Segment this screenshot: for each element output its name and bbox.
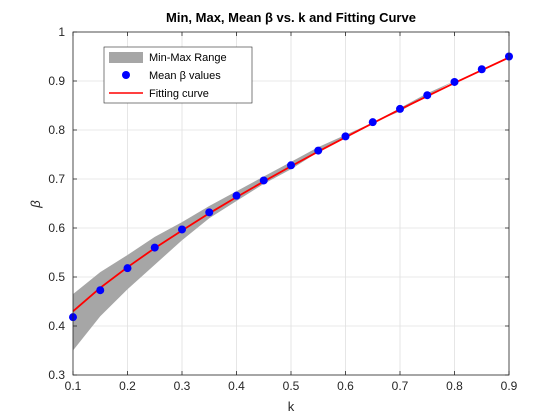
x-tick-label: 0.8	[446, 379, 463, 393]
y-tick-label: 0.5	[48, 270, 65, 284]
x-tick-label: 0.4	[228, 379, 245, 393]
y-tick-label: 1	[58, 25, 65, 39]
mean-beta-point	[450, 77, 459, 86]
mean-beta-point	[123, 264, 132, 273]
mean-beta-point	[96, 286, 105, 295]
y-axis-label: β	[28, 200, 43, 209]
legend-label-mean: Mean β values	[149, 70, 221, 82]
x-tick-label: 0.5	[283, 379, 300, 393]
x-tick-label: 0.7	[392, 379, 409, 393]
mean-beta-point	[259, 176, 268, 185]
legend-label-fit: Fitting curve	[149, 88, 209, 100]
mean-beta-point	[341, 132, 350, 141]
mean-beta-point	[368, 118, 377, 127]
mean-beta-point	[477, 65, 486, 74]
y-tick-label: 0.9	[48, 74, 65, 88]
mean-beta-point	[150, 243, 159, 252]
x-tick-label: 0.1	[65, 379, 82, 393]
mean-beta-point	[423, 91, 432, 100]
legend-label-band: Min-Max Range	[149, 52, 227, 64]
mean-beta-point	[396, 104, 404, 113]
mean-beta-point	[178, 225, 186, 234]
legend: Min-Max Range Mean β values Fitting curv…	[103, 46, 253, 104]
legend-swatch-band	[109, 52, 143, 63]
y-tick-label: 0.4	[48, 319, 65, 333]
tick-layer: 0.1 0.2 0.3 0.4 0.5 0.6 0.7 0.8 0.9 0.3 0.4 0.5 0.6 0…	[48, 25, 517, 393]
mean-beta-point	[314, 146, 323, 155]
x-tick-label: 0.9	[501, 379, 518, 393]
mean-beta-point	[232, 191, 241, 200]
mean-beta-point	[287, 161, 295, 170]
x-tick-label: 0.2	[119, 379, 136, 393]
data-layer	[69, 52, 513, 351]
x-tick-label: 0.6	[337, 379, 354, 393]
x-tick-label: 0.3	[174, 379, 191, 393]
y-tick-label: 0.8	[48, 123, 65, 137]
y-tick-label: 0.6	[48, 221, 65, 235]
chart-title: Min, Max, Mean β vs. k and Fitting Curve	[166, 10, 416, 25]
x-axis-label: k	[288, 399, 295, 414]
y-tick-label: 0.7	[48, 172, 65, 186]
legend-swatch-mean	[122, 71, 130, 79]
mean-beta-point	[205, 208, 214, 217]
y-tick-label: 0.3	[48, 368, 65, 382]
